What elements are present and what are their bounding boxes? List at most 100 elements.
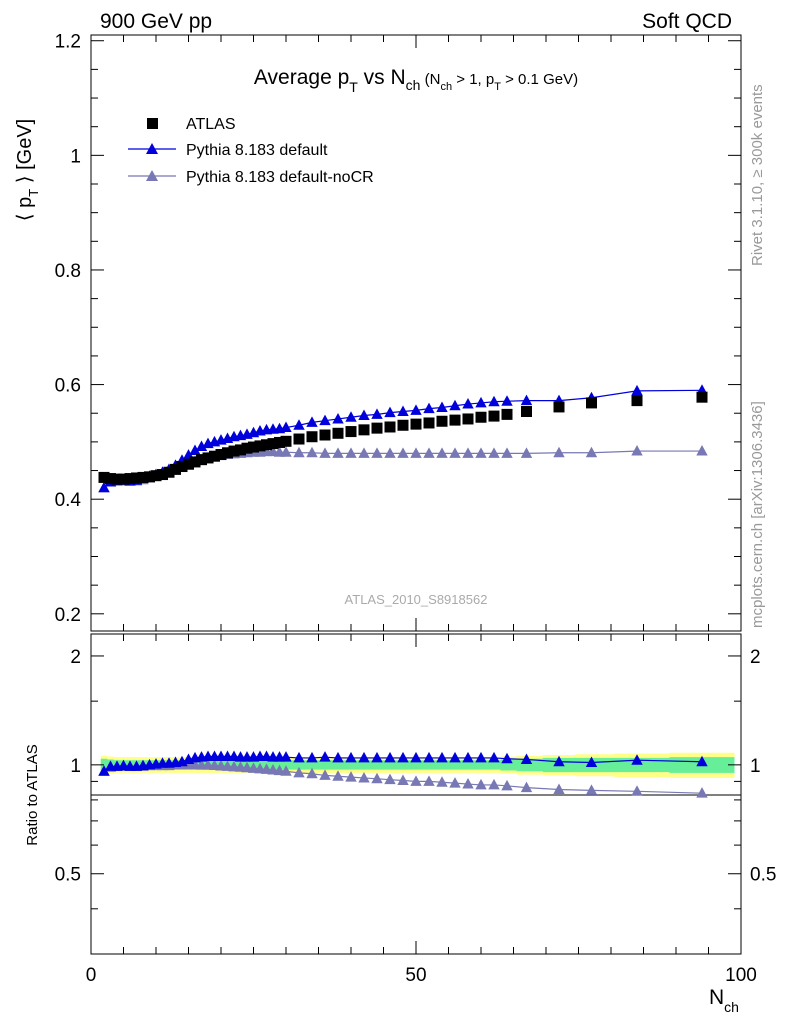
data-point-atlas (436, 415, 448, 427)
data-point-default (98, 481, 110, 493)
data-point-default (293, 419, 305, 430)
data-point-nocr (436, 447, 448, 458)
y-tick-label: 0.2 (55, 605, 81, 626)
data-point-atlas (631, 395, 643, 407)
ratio-tick-label-right: 1 (750, 756, 761, 777)
title-mid: vs N (358, 66, 406, 89)
data-point-atlas (137, 471, 149, 483)
data-point-nocr (384, 447, 396, 458)
ratio-layer (98, 750, 708, 798)
data-point-default (195, 440, 208, 451)
ratio-point-nocr (520, 781, 533, 793)
title-cut-sub1: ch (440, 81, 452, 93)
title-cut-open: (N (420, 71, 440, 88)
ratio-point-nocr (449, 777, 461, 788)
ratio-tick-label: 2 (70, 647, 81, 668)
data-point-atlas (202, 452, 214, 464)
ratio-point-nocr (358, 771, 370, 783)
y-axis-label: ⟨ pT ⟩ [GeV] (14, 119, 41, 222)
data-point-default (319, 414, 331, 426)
ratio-tick-label: 1 (70, 756, 81, 777)
y-label-close: ⟩ [GeV] (14, 119, 36, 189)
data-point-default (410, 404, 422, 415)
data-point-atlas (248, 441, 259, 453)
chart-title: Average pT vs Nch (Nch > 1, pT > 0.1 GeV… (254, 66, 578, 95)
ratio-point-nocr (462, 778, 474, 789)
legend-label-nocr: Pythia 8.183 default-noCR (186, 169, 374, 186)
data-point-atlas (306, 431, 318, 443)
data-point-atlas (280, 435, 292, 447)
data-point-default (436, 401, 448, 412)
ratio-point-nocr (384, 773, 396, 785)
x-tick-label: 50 (405, 965, 426, 986)
data-point-atlas (124, 473, 136, 485)
data-point-atlas (462, 413, 474, 425)
data-point-default (449, 399, 461, 411)
data-point-atlas (371, 422, 383, 434)
data-point-atlas (163, 466, 175, 478)
x-tick-label: 100 (725, 965, 757, 986)
ratio-point-nocr (696, 787, 708, 798)
ratio-tick-label-right: 0.5 (750, 865, 776, 886)
data-point-atlas (475, 411, 487, 423)
x-tick-label: 0 (86, 965, 97, 986)
data-point-nocr (488, 447, 500, 458)
data-point-default (501, 395, 513, 406)
data-point-default (397, 405, 409, 417)
data-point-atlas (196, 454, 207, 466)
title-main-sub: T (349, 79, 358, 95)
data-point-atlas (209, 450, 220, 462)
rivet-label: Rivet 3.1.10, ≥ 300k events (749, 84, 766, 266)
y-tick-label: 0.6 (55, 376, 81, 397)
legend-label-atlas: ATLAS (186, 116, 236, 133)
data-point-atlas (228, 445, 240, 457)
ratio-point-default (501, 752, 513, 764)
data-point-default (462, 398, 474, 409)
data-point-atlas (98, 471, 110, 483)
data-point-atlas (384, 421, 396, 433)
ratio-point-nocr (332, 770, 344, 781)
data-point-nocr (696, 445, 708, 456)
data-point-atlas (293, 433, 305, 445)
data-point-nocr (332, 447, 344, 458)
data-point-atlas (345, 426, 357, 438)
data-point-nocr (293, 446, 305, 458)
data-point-nocr (585, 446, 598, 458)
ratio-point-nocr (631, 785, 643, 796)
ratio-point-default (332, 751, 344, 763)
ratio-point-default (488, 751, 500, 763)
ratio-point-default (410, 751, 422, 763)
ratio-point-nocr (371, 772, 383, 784)
data-point-nocr (410, 447, 422, 458)
ratio-point-default (306, 751, 318, 763)
data-point-nocr (306, 446, 318, 458)
title-cut-mid: > 1, p (452, 71, 494, 88)
data-point-atlas (358, 424, 370, 436)
y-label-sub: T (26, 189, 41, 197)
ratio-point-default (553, 755, 565, 767)
data-point-atlas (144, 471, 155, 483)
data-point-atlas (241, 442, 253, 454)
data-point-atlas (215, 448, 227, 460)
legend: ATLAS Pythia 8.183 default Pythia 8.183 … (128, 116, 374, 186)
ratio-point-nocr (280, 765, 292, 776)
data-point-atlas (222, 447, 233, 459)
ratio-point-nocr (475, 778, 487, 790)
ratio-point-default (358, 751, 370, 763)
ratio-tick-label: 0.5 (55, 865, 81, 886)
data-point-nocr (319, 447, 331, 458)
data-point-atlas (150, 470, 162, 482)
data-point-nocr (280, 446, 292, 457)
ratio-point-default (371, 751, 383, 763)
title-cut-end: > 0.1 GeV) (501, 71, 578, 88)
data-point-atlas (267, 438, 279, 450)
data-point-atlas (488, 410, 500, 422)
data-point-nocr (371, 447, 383, 458)
data-point-atlas (118, 473, 129, 485)
ratio-point-default (449, 751, 461, 763)
data-point-atlas (131, 472, 142, 484)
data-point-atlas (449, 414, 461, 426)
y-tick-label: 0.8 (55, 261, 81, 282)
data-point-atlas (397, 419, 409, 431)
